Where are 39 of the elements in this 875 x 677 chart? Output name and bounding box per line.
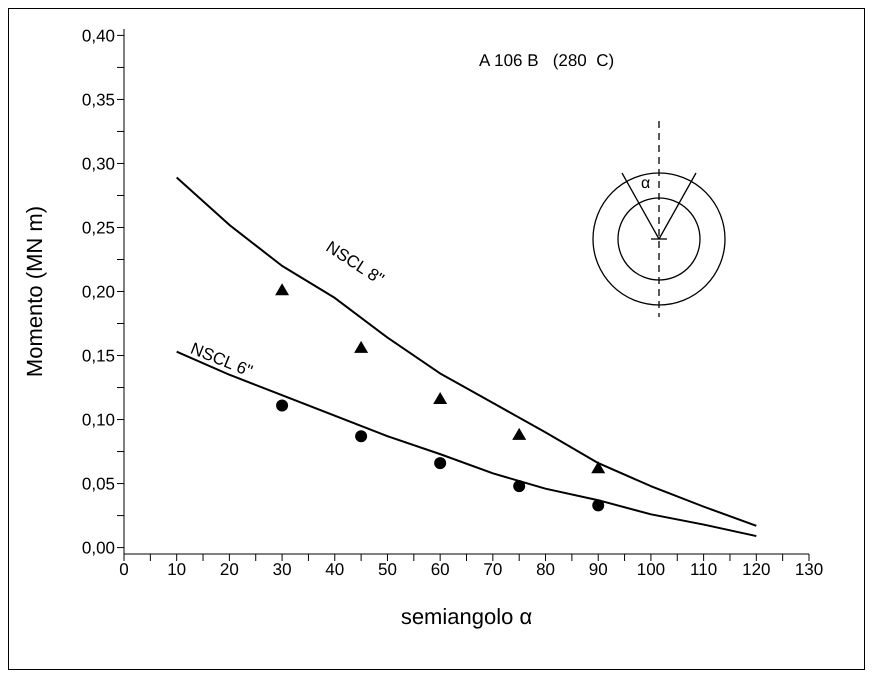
x-tick-label: 20	[220, 560, 239, 580]
text: NSCL 6"	[188, 338, 256, 381]
y-tick-label: 0,40	[82, 26, 115, 46]
point	[434, 457, 446, 470]
line-series	[176, 176, 758, 527]
point	[592, 499, 604, 512]
point	[513, 480, 526, 492]
point	[512, 428, 526, 440]
annotation: α	[641, 175, 650, 193]
x-tick-label: 100	[636, 560, 666, 580]
y-tick-label: 0,15	[82, 346, 115, 366]
y-tick-label: 0,05	[82, 474, 115, 494]
point	[354, 340, 368, 353]
x-tick-label: 60	[430, 560, 450, 580]
y-tick-label: 0,00	[82, 538, 115, 558]
y-tick-label: 0,25	[82, 218, 115, 238]
y-tick-label: 0,20	[82, 282, 115, 302]
point	[276, 399, 288, 412]
annotation: A 106 B (280 C)	[479, 51, 614, 71]
x-tick-label: 110	[690, 560, 718, 580]
x-tick-label: 10	[167, 560, 186, 580]
x-tick-label: 90	[588, 560, 608, 580]
x-tick-label: 30	[272, 560, 292, 580]
y-tick-label: 0,35	[82, 90, 115, 110]
x-tick-label: 0	[119, 560, 129, 580]
point	[591, 461, 606, 474]
point	[355, 430, 368, 442]
x-tick-label: 70	[483, 560, 502, 580]
x-tick-label: 80	[536, 560, 555, 580]
y-axis-title: Momento (MN m)	[22, 206, 47, 378]
x-tick-label: 120	[742, 560, 770, 580]
x-tick-label: 50	[378, 560, 397, 580]
y-tick-label: 0,10	[82, 410, 115, 430]
x-tick-label: 40	[325, 560, 344, 580]
point	[433, 392, 448, 404]
y-tick-label: 0,30	[82, 154, 115, 174]
x-axis-title: semiangolo α	[400, 604, 532, 629]
point	[275, 283, 290, 296]
x-tick-label: 130	[794, 560, 824, 580]
